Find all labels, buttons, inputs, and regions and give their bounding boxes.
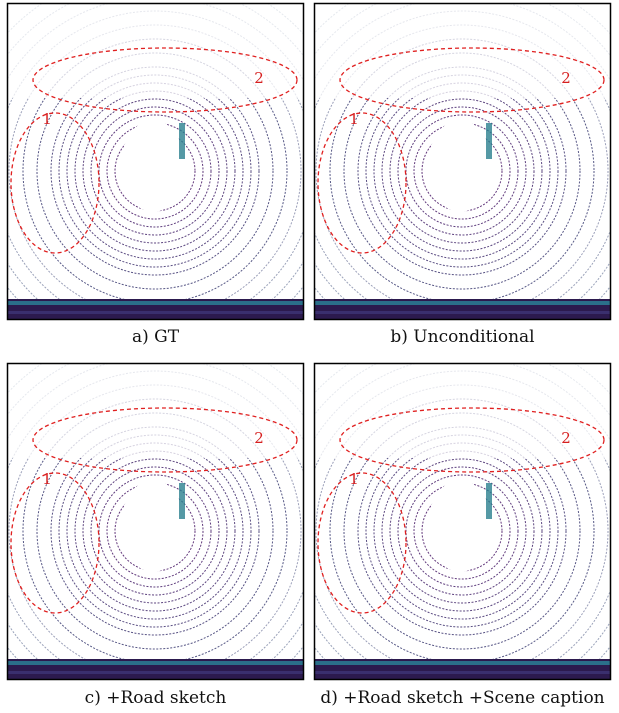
strip-band: [7, 311, 304, 314]
region-label: 1: [349, 110, 359, 128]
panel: 12: [0, 0, 357, 373]
panel-caption: a) GT: [132, 327, 180, 347]
wall-points: [179, 123, 185, 159]
panel: 12: [260, 0, 619, 373]
panel-caption: c) +Road sketch: [85, 688, 227, 708]
panel: 12: [0, 329, 357, 713]
ego-void: [428, 120, 492, 212]
region-label: 1: [42, 470, 52, 488]
figure: 12a) GT12b) Unconditional12c) +Road sket…: [0, 0, 619, 713]
panel-caption: d) +Road sketch +Scene caption: [320, 688, 604, 708]
ego-void: [121, 120, 185, 212]
region-label: 2: [254, 429, 264, 447]
region-label: 2: [561, 429, 571, 447]
strip-band: [7, 661, 304, 665]
wall-points: [486, 483, 492, 519]
wall-points: [179, 483, 185, 519]
wall-points: [486, 123, 492, 159]
strip-band: [7, 671, 304, 674]
ego-void: [121, 480, 185, 572]
ego-void: [428, 480, 492, 572]
strip-band: [314, 661, 611, 665]
region-label: 1: [349, 470, 359, 488]
region-label: 2: [561, 69, 571, 87]
strip-band: [7, 301, 304, 305]
panel: 12: [260, 329, 619, 713]
panel-caption: b) Unconditional: [390, 327, 534, 347]
region-label: 2: [254, 69, 264, 87]
strip-band: [314, 671, 611, 674]
strip-band: [314, 301, 611, 305]
region-label: 1: [42, 110, 52, 128]
strip-band: [314, 311, 611, 314]
